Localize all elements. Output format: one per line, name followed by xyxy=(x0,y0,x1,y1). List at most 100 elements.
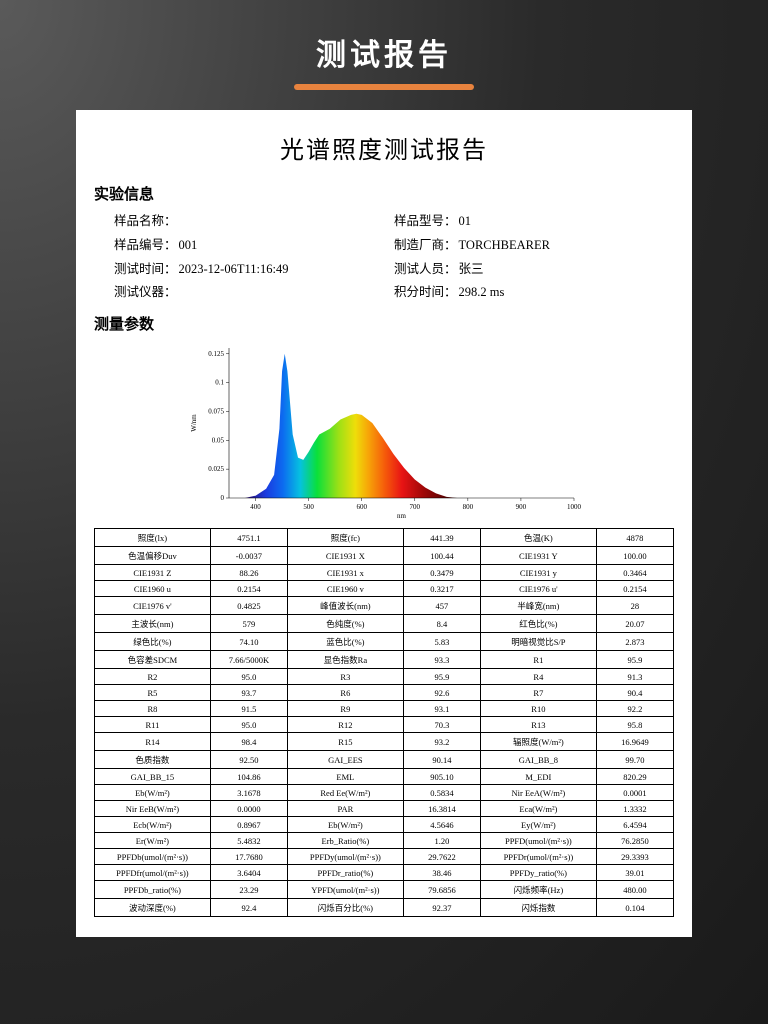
svg-text:W/nm: W/nm xyxy=(190,414,198,432)
param-label: 闪烁百分比(%) xyxy=(287,899,403,917)
param-label: R13 xyxy=(480,717,596,733)
param-value: 39.01 xyxy=(596,865,673,881)
param-value: 70.3 xyxy=(403,717,480,733)
param-label: R15 xyxy=(287,733,403,751)
param-value: 104.86 xyxy=(210,769,287,785)
param-label: CIE1931 X xyxy=(287,547,403,565)
param-label: 闪烁频率(Hz) xyxy=(480,881,596,899)
param-label: R5 xyxy=(95,685,211,701)
param-label: YPFD(umol/(m²·s)) xyxy=(287,881,403,899)
param-value: 820.29 xyxy=(596,769,673,785)
table-row: R1195.0R1270.3R1395.8 xyxy=(95,717,674,733)
table-row: R891.5R993.1R1092.2 xyxy=(95,701,674,717)
param-label: CIE1931 y xyxy=(480,565,596,581)
param-value: 100.00 xyxy=(596,547,673,565)
param-label: PPFDy(umol/(m²·s)) xyxy=(287,849,403,865)
table-row: 色容差SDCM7.66/5000K显色指数Ra93.3R195.9 xyxy=(95,651,674,669)
table-row: CIE1931 Z88.26CIE1931 x0.3479CIE1931 y0.… xyxy=(95,565,674,581)
param-label: Nir EeB(W/m²) xyxy=(95,801,211,817)
spectrum-chart: 4005006007008009001000nm00.0250.050.0750… xyxy=(184,340,584,520)
svg-text:900: 900 xyxy=(516,503,527,511)
param-label: 色温偏移Duv xyxy=(95,547,211,565)
param-label: 辐照度(W/m²) xyxy=(480,733,596,751)
value: 298.2 ms xyxy=(459,281,505,305)
param-label: PPFDb_ratio(%) xyxy=(95,881,211,899)
param-label: R4 xyxy=(480,669,596,685)
param-label: R10 xyxy=(480,701,596,717)
param-value: 3.6404 xyxy=(210,865,287,881)
param-label: PAR xyxy=(287,801,403,817)
param-label: GAI_BB_15 xyxy=(95,769,211,785)
table-row: Er(W/m²)5.4832Erb_Ratio(%)1.20PPFD(umol/… xyxy=(95,833,674,849)
param-label: GAI_EES xyxy=(287,751,403,769)
param-value: 91.3 xyxy=(596,669,673,685)
param-label: M_EDI xyxy=(480,769,596,785)
report-title: 光谱照度测试报告 xyxy=(94,130,674,165)
table-row: R593.7R692.6R790.4 xyxy=(95,685,674,701)
table-row: 照度(lx)4751.1照度(fc)441.39色温(K)4878 xyxy=(95,529,674,547)
param-value: 74.10 xyxy=(210,633,287,651)
param-value: 457 xyxy=(403,597,480,615)
param-label: R1 xyxy=(480,651,596,669)
param-value: 5.83 xyxy=(403,633,480,651)
param-label: 显色指数Ra xyxy=(287,651,403,669)
param-label: R2 xyxy=(95,669,211,685)
param-value: 29.7622 xyxy=(403,849,480,865)
param-label: 红色比(%) xyxy=(480,615,596,633)
param-label: 照度(fc) xyxy=(287,529,403,547)
param-label: Erb_Ratio(%) xyxy=(287,833,403,849)
table-row: CIE1960 u0.2154CIE1960 v0.3217CIE1976 u'… xyxy=(95,581,674,597)
param-label: 蓝色比(%) xyxy=(287,633,403,651)
info-row-test-time: 测试时间： 2023-12-06T11:16:49 xyxy=(114,258,394,282)
param-label: PPFDr(umol/(m²·s)) xyxy=(480,849,596,865)
param-value: 92.50 xyxy=(210,751,287,769)
param-label: 绿色比(%) xyxy=(95,633,211,651)
param-value: 5.4832 xyxy=(210,833,287,849)
svg-text:500: 500 xyxy=(303,503,314,511)
param-value: 93.2 xyxy=(403,733,480,751)
param-value: 16.3814 xyxy=(403,801,480,817)
param-value: 93.7 xyxy=(210,685,287,701)
svg-text:0.025: 0.025 xyxy=(208,465,224,473)
param-value: 441.39 xyxy=(403,529,480,547)
param-label: R3 xyxy=(287,669,403,685)
param-value: 1.3332 xyxy=(596,801,673,817)
measurement-table: 照度(lx)4751.1照度(fc)441.39色温(K)4878色温偏移Duv… xyxy=(94,528,674,917)
value: 001 xyxy=(179,234,198,258)
measure-section-title: 测量参数 xyxy=(94,313,674,334)
title-underline xyxy=(294,84,474,90)
param-label: 色容差SDCM xyxy=(95,651,211,669)
table-row: GAI_BB_15104.86EML905.10M_EDI820.29 xyxy=(95,769,674,785)
param-label: R8 xyxy=(95,701,211,717)
svg-text:1000: 1000 xyxy=(567,503,582,511)
param-label: 色纯度(%) xyxy=(287,615,403,633)
param-label: 波动深度(%) xyxy=(95,899,211,917)
param-value: 0.8967 xyxy=(210,817,287,833)
svg-text:400: 400 xyxy=(250,503,261,511)
param-value: 98.4 xyxy=(210,733,287,751)
param-value: 0.5834 xyxy=(403,785,480,801)
param-label: 闪烁指数 xyxy=(480,899,596,917)
svg-text:700: 700 xyxy=(410,503,421,511)
param-label: PPFDr_ratio(%) xyxy=(287,865,403,881)
table-row: 波动深度(%)92.4闪烁百分比(%)92.37闪烁指数0.104 xyxy=(95,899,674,917)
param-label: Ecb(W/m²) xyxy=(95,817,211,833)
param-value: 92.37 xyxy=(403,899,480,917)
param-value: 6.4594 xyxy=(596,817,673,833)
param-value: 93.3 xyxy=(403,651,480,669)
param-value: 90.14 xyxy=(403,751,480,769)
table-row: 色温偏移Duv-0.0037CIE1931 X100.44CIE1931 Y10… xyxy=(95,547,674,565)
param-value: 95.8 xyxy=(596,717,673,733)
param-label: PPFDy_ratio(%) xyxy=(480,865,596,881)
value: 01 xyxy=(459,210,472,234)
param-value: 0.3479 xyxy=(403,565,480,581)
param-value: 2.873 xyxy=(596,633,673,651)
label: 样品名称： xyxy=(114,210,177,234)
param-value: 0.0001 xyxy=(596,785,673,801)
param-value: 3.1678 xyxy=(210,785,287,801)
value: 2023-12-06T11:16:49 xyxy=(179,258,289,282)
label: 积分时间： xyxy=(394,281,457,305)
label: 样品型号： xyxy=(394,210,457,234)
table-row: PPFDfr(umol/(m²·s))3.6404PPFDr_ratio(%)3… xyxy=(95,865,674,881)
table-row: R1498.4R1593.2辐照度(W/m²)16.9649 xyxy=(95,733,674,751)
